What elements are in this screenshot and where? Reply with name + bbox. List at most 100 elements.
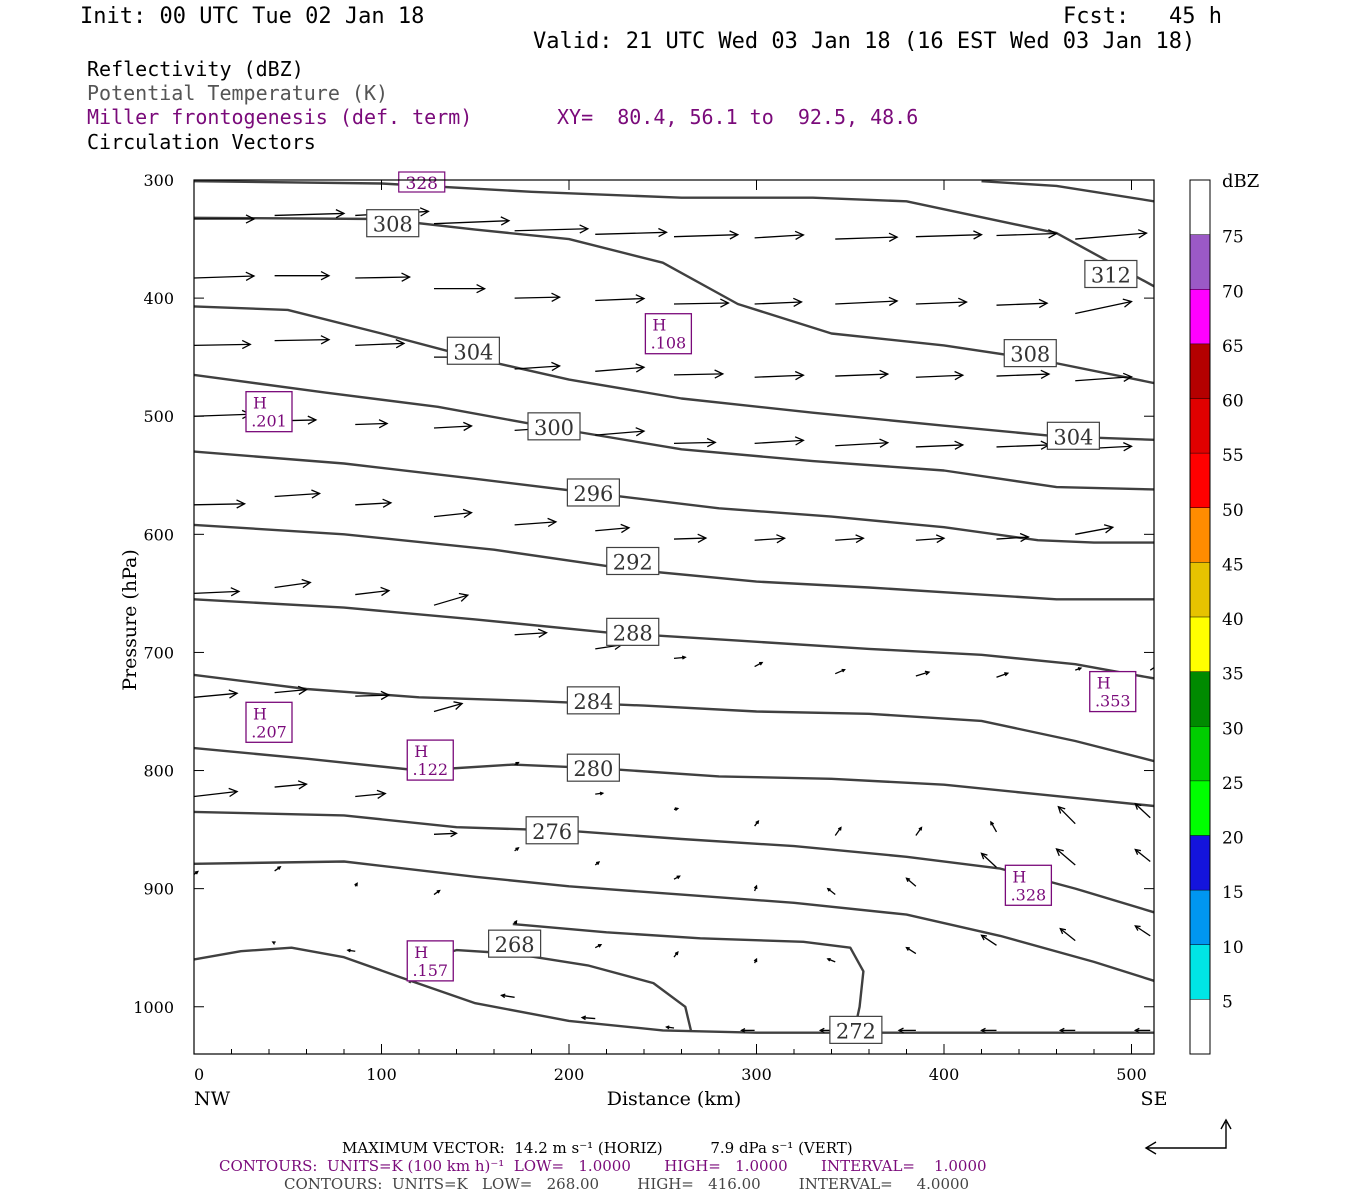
circulation-vector (1149, 666, 1154, 671)
theta-label-text: 276 (532, 820, 572, 844)
vector-arrowhead (879, 369, 890, 379)
vector-arrowhead (980, 1027, 986, 1033)
vector-arrowhead (753, 884, 758, 890)
vector-arrowhead (879, 438, 890, 448)
circulation-vector (355, 502, 391, 506)
vector-arrowhead (905, 877, 911, 882)
circulation-vector (274, 783, 307, 788)
vector-arrowhead (753, 957, 758, 963)
max-value: .207 (251, 722, 287, 741)
forecast-hour: Fcst: 45 h (1063, 4, 1222, 29)
x-axis-right-end: SE (1141, 1088, 1168, 1110)
vector-arrowhead (1048, 229, 1058, 239)
colorbar-level: 50 (1222, 501, 1244, 521)
theta-label: 272 (829, 1015, 883, 1044)
vector-arrowhead (597, 944, 603, 948)
vector-arrowhead (515, 761, 520, 766)
vector-arrowhead (674, 807, 680, 811)
colorbar-swatch (1190, 234, 1210, 290)
vector-arrowhead (551, 292, 562, 302)
vector-arrowhead (888, 296, 899, 307)
vector-arrowhead (1134, 802, 1142, 810)
vector-arrowhead (463, 421, 473, 432)
theta-label-text: 272 (836, 1019, 876, 1043)
vector-arrowhead (378, 419, 389, 429)
x-tick-label: 300 (741, 1065, 772, 1084)
vector-arrowhead (1122, 298, 1133, 308)
vector-arrowhead (1137, 229, 1148, 239)
circulation-vector (194, 275, 255, 279)
frontogenesis-max: H.353 (1089, 670, 1137, 713)
vector-arrowhead (665, 1025, 670, 1030)
theta-label-text: 308 (373, 213, 413, 237)
circulation-vector (1075, 232, 1147, 240)
max-label: H (1097, 674, 1111, 693)
vector-arrowhead (500, 216, 511, 226)
circulation-vector (754, 439, 804, 445)
circulation-vector (1134, 925, 1151, 937)
theta-label: 296 (566, 478, 620, 507)
vector-arrowhead (301, 578, 312, 589)
circulation-vector (996, 232, 1057, 237)
vector-arrowhead (228, 689, 239, 699)
max-label: H (253, 704, 267, 723)
vector-arrowhead (980, 852, 988, 860)
max-value: .328 (1011, 885, 1047, 904)
circulation-vector (595, 366, 645, 372)
vector-arrowhead (794, 436, 805, 446)
circulation-vector (981, 852, 997, 868)
circulation-vector (827, 888, 836, 896)
theta-label-text: 328 (406, 174, 438, 194)
vector-arrowhead (924, 670, 931, 676)
circulation-vector (1075, 300, 1132, 315)
x-tick-label: 400 (929, 1065, 960, 1084)
circulation-vector (915, 444, 963, 448)
theta-label-text: 292 (613, 550, 653, 574)
vector-arrowhead (1123, 442, 1133, 452)
vector-arrowhead (1038, 298, 1049, 309)
circulation-vector (996, 373, 1050, 377)
circulation-vector (834, 827, 842, 836)
circulation-vector (835, 537, 864, 541)
y-tick-label: 900 (143, 880, 174, 899)
circulation-vector (274, 581, 311, 589)
colorbar-swatch (1190, 944, 1210, 1000)
vector-arrowhead (697, 533, 708, 543)
vector-arrowhead (620, 523, 631, 534)
theta-label: 292 (606, 546, 660, 576)
circulation-vector (996, 302, 1048, 306)
theta-label-text: 304 (1053, 425, 1093, 449)
vector-arrowhead (515, 847, 520, 851)
colorbar-level: 55 (1222, 446, 1244, 466)
circulation-vector (1059, 928, 1076, 942)
vector-arrowhead (826, 957, 831, 962)
vector-arrowhead (245, 214, 256, 224)
axes: 0 100 200 300 400 500 300 400 500 600 700 800 900 100… (133, 171, 1154, 1084)
frontogenesis-max: H.201 (245, 391, 293, 433)
theta-label: 304 (446, 336, 500, 365)
theta-label-text: 296 (573, 482, 613, 506)
theta-contour-292 (194, 523, 1154, 601)
circulation-vector (835, 373, 888, 377)
vector-arrowhead (973, 230, 983, 240)
plot-frame (193, 179, 1155, 1055)
theta-label: 276 (525, 816, 579, 845)
colorbar-swatch (1190, 890, 1210, 945)
colorbar-swatch (1190, 999, 1210, 1054)
vector-arrowhead (954, 440, 965, 450)
vector-arrowhead (918, 826, 923, 831)
vector-arrowhead (1040, 369, 1051, 379)
vector-arrowhead (401, 272, 412, 282)
vector-arrowhead (755, 819, 760, 825)
vector-arrowhead (720, 298, 730, 308)
circulation-vector (906, 947, 917, 955)
theta-label-text: 280 (573, 757, 613, 781)
circulation-vector (996, 536, 1029, 540)
circulation-vector (835, 236, 898, 240)
circulation-vector (673, 441, 716, 445)
max-label: H (414, 742, 428, 761)
colorbar-swatch (1190, 835, 1210, 891)
circulation-vector (595, 297, 645, 302)
vector-arrowhead (1155, 665, 1158, 668)
